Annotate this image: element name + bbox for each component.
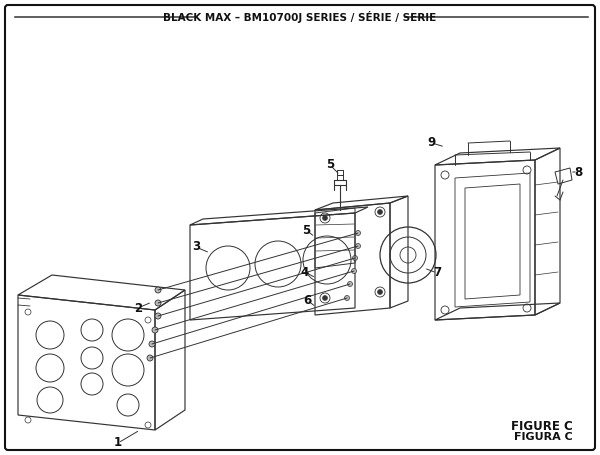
Text: 5: 5: [302, 223, 310, 237]
Text: 8: 8: [574, 166, 582, 178]
Circle shape: [149, 341, 155, 347]
Text: 9: 9: [428, 136, 436, 150]
Circle shape: [147, 355, 153, 361]
Circle shape: [355, 243, 361, 248]
Circle shape: [152, 327, 158, 333]
Text: FIGURA C: FIGURA C: [514, 432, 573, 442]
Text: 7: 7: [433, 267, 441, 279]
Text: BLACK MAX – BM10700J SERIES / SÉRIE / SERIE: BLACK MAX – BM10700J SERIES / SÉRIE / SE…: [163, 11, 437, 23]
Circle shape: [377, 289, 383, 294]
Text: 1: 1: [114, 436, 122, 450]
Circle shape: [155, 313, 161, 319]
Circle shape: [353, 256, 358, 261]
Text: 4: 4: [301, 266, 309, 278]
Circle shape: [344, 295, 349, 300]
Circle shape: [352, 268, 356, 273]
Text: FIGURE C: FIGURE C: [511, 420, 573, 433]
Circle shape: [323, 216, 328, 221]
Text: 5: 5: [326, 158, 334, 172]
Circle shape: [323, 295, 328, 300]
Text: 2: 2: [134, 302, 142, 314]
Circle shape: [347, 282, 353, 287]
Text: 3: 3: [192, 241, 200, 253]
Circle shape: [155, 300, 161, 306]
Circle shape: [155, 287, 161, 293]
Circle shape: [355, 231, 361, 236]
Text: 6: 6: [303, 293, 311, 307]
Circle shape: [377, 209, 383, 214]
